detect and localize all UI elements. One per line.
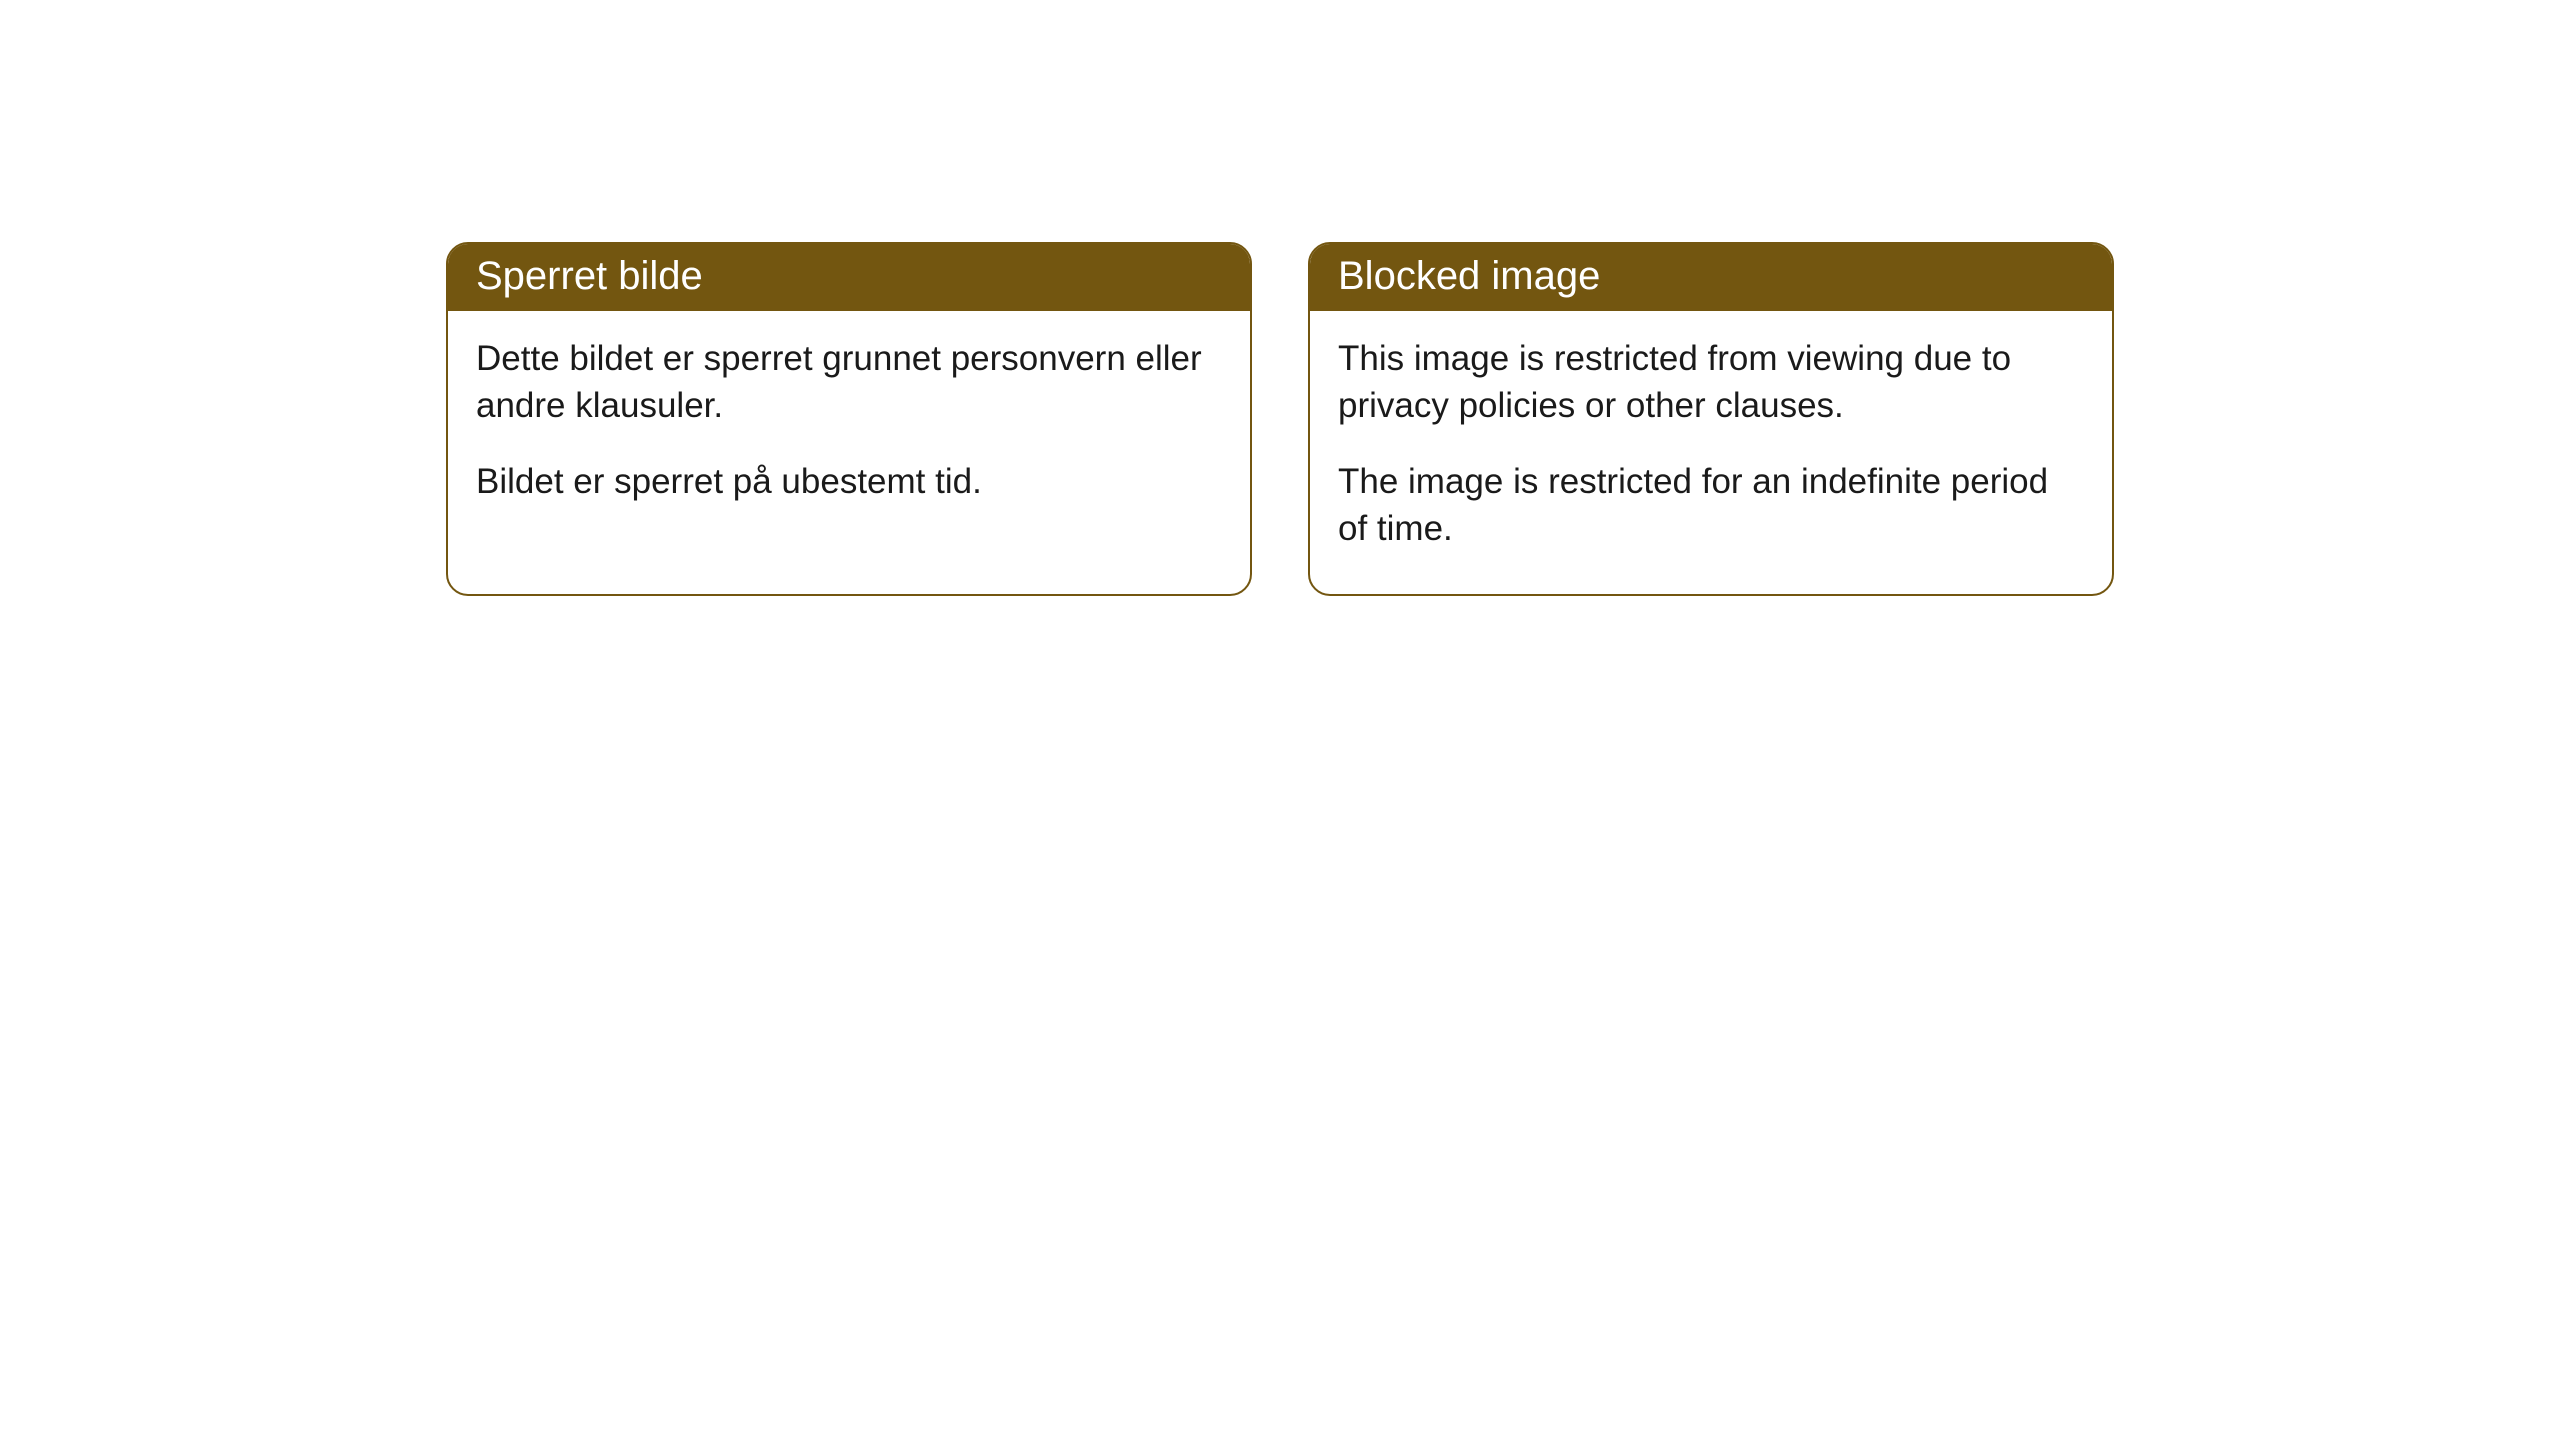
- card-paragraph: This image is restricted from viewing du…: [1338, 335, 2084, 430]
- card-title: Blocked image: [1338, 254, 1600, 298]
- card-body: This image is restricted from viewing du…: [1310, 311, 2112, 594]
- cards-container: Sperret bilde Dette bildet er sperret gr…: [446, 242, 2114, 596]
- blocked-image-card-norwegian: Sperret bilde Dette bildet er sperret gr…: [446, 242, 1252, 596]
- card-paragraph: The image is restricted for an indefinit…: [1338, 458, 2084, 553]
- card-header: Blocked image: [1310, 244, 2112, 311]
- card-header: Sperret bilde: [448, 244, 1250, 311]
- card-paragraph: Dette bildet er sperret grunnet personve…: [476, 335, 1222, 430]
- card-title: Sperret bilde: [476, 254, 703, 298]
- card-paragraph: Bildet er sperret på ubestemt tid.: [476, 458, 1222, 505]
- card-body: Dette bildet er sperret grunnet personve…: [448, 311, 1250, 547]
- blocked-image-card-english: Blocked image This image is restricted f…: [1308, 242, 2114, 596]
